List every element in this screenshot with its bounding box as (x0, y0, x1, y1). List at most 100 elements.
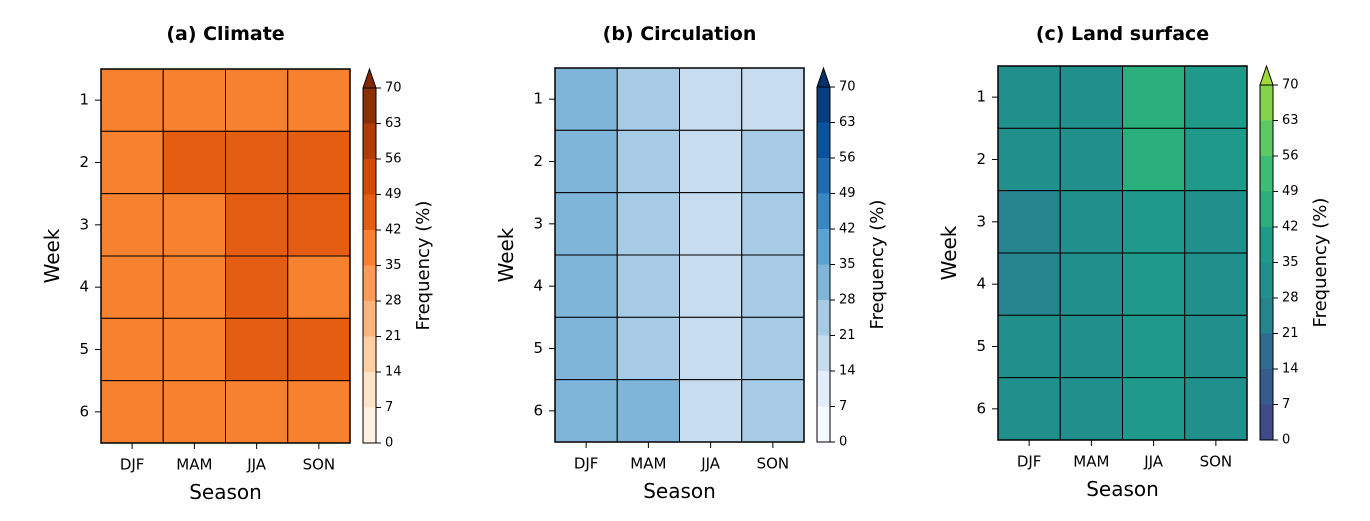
colorbar-label: Frequency (%) (413, 201, 434, 331)
colorbar-tick-label: 70 (839, 80, 856, 95)
heatmap-cell (997, 377, 1061, 441)
heatmap-cell (1059, 65, 1123, 129)
heatmap-cell (554, 129, 618, 194)
y-tick-label: 5 (976, 337, 986, 355)
colorbar-tick-label: 35 (839, 257, 856, 272)
heatmap-cell (554, 254, 618, 318)
colorbar-tick-label: 42 (1282, 220, 1299, 235)
y-axis-label: Week (937, 225, 961, 280)
colorbar-tick-label: 70 (1282, 78, 1299, 93)
y-tick-label: 3 (79, 215, 89, 233)
heatmap-cell (554, 192, 618, 256)
heatmap-cell (225, 193, 289, 257)
heatmap-cell (225, 380, 289, 444)
colorbar-tick-label: 35 (385, 258, 402, 273)
x-tick-label: SON (1200, 453, 1233, 471)
heatmap-cell (162, 317, 226, 382)
heatmap-cell (100, 68, 164, 132)
heatmap-cell (616, 192, 680, 256)
colorbar-label: Frequency (%) (867, 200, 888, 330)
panel-title: (a) Climate (166, 23, 284, 45)
heatmap-cell (100, 130, 164, 195)
colorbar-bin (363, 301, 376, 337)
heatmap-cell (741, 67, 805, 131)
colorbar-bin (817, 158, 830, 194)
heatmap-cell (225, 130, 289, 195)
colorbar-bin (1260, 404, 1273, 440)
colorbar-extend (362, 67, 377, 89)
heatmap-cell (741, 192, 805, 256)
colorbar-tick-label: 63 (385, 116, 402, 131)
y-tick-label: 4 (976, 275, 986, 293)
colorbar-bin (817, 264, 830, 300)
y-axis-label: Week (494, 227, 518, 282)
colorbar-tick-label: 35 (1282, 255, 1299, 270)
colorbar-bin (363, 265, 376, 301)
colorbar-bin (1260, 227, 1273, 263)
x-tick-label: SON (757, 455, 790, 473)
heatmap-cell (679, 192, 743, 256)
x-tick-label: JJA (1143, 453, 1164, 471)
heatmap-cell (1184, 190, 1248, 254)
colorbar-tick-label: 7 (1282, 397, 1290, 412)
heatmap-cell (554, 379, 618, 443)
colorbar-extend (1259, 64, 1274, 86)
heatmap-cell (679, 129, 743, 194)
heatmap-cell (287, 380, 351, 444)
colorbar-bin (363, 372, 376, 408)
panel-title: (c) Land surface (1036, 23, 1209, 45)
colorbar-tick-label: 7 (385, 400, 393, 415)
colorbar-tick-label: 21 (1282, 326, 1299, 341)
heatmap-cell (1122, 127, 1186, 192)
colorbar-bin (817, 229, 830, 265)
colorbar-tick-label: 14 (385, 365, 402, 380)
colorbar-tick-label: 56 (1282, 149, 1299, 164)
heatmap-cell (997, 65, 1061, 129)
colorbar-tick-label: 63 (1282, 113, 1299, 128)
y-tick-label: 6 (976, 399, 986, 417)
heatmap-cell (1184, 377, 1248, 441)
y-tick-label: 4 (533, 277, 543, 295)
x-tick-label: SON (303, 456, 336, 474)
panel-title: (b) Circulation (603, 23, 757, 45)
x-tick-label: JJA (700, 455, 721, 473)
heatmap-cell (554, 316, 618, 381)
heatmap-cell (616, 379, 680, 443)
heatmap-cell (741, 379, 805, 443)
heatmap-cell (225, 255, 289, 319)
heatmap-cell (287, 130, 351, 195)
colorbar-tick-label: 0 (839, 435, 847, 450)
x-tick-label: MAM (1073, 453, 1109, 471)
heatmap-cell (225, 317, 289, 382)
heatmap-cell (679, 67, 743, 131)
colorbar-bin (817, 87, 830, 123)
colorbar-tick-label: 28 (1282, 291, 1299, 306)
y-tick-label: 3 (976, 212, 986, 230)
heatmap-cell (1122, 190, 1186, 254)
colorbar-label: Frequency (%) (1310, 198, 1331, 328)
y-tick-label: 1 (79, 91, 89, 109)
heatmap-cell (100, 380, 164, 444)
y-tick-label: 2 (976, 150, 986, 168)
heatmap-cell (679, 379, 743, 443)
y-tick-label: 2 (533, 152, 543, 170)
heatmap-cell (1184, 314, 1248, 379)
x-tick-label: DJF (574, 455, 599, 473)
heatmap-cell (287, 255, 351, 319)
colorbar-tick-label: 49 (839, 186, 856, 201)
colorbar-bin (1260, 85, 1273, 121)
heatmap-cell (1184, 127, 1248, 192)
colorbar-tick-label: 28 (385, 294, 402, 309)
colorbar-tick-label: 14 (1282, 362, 1299, 377)
colorbar-bin (363, 407, 376, 443)
x-tick-label: DJF (1017, 453, 1042, 471)
heatmap-cell (741, 316, 805, 381)
heatmap-cell (1059, 190, 1123, 254)
heatmap-cell (100, 317, 164, 382)
colorbar-bin (1260, 333, 1273, 369)
heatmap-cell (1184, 252, 1248, 316)
x-tick-label: JJA (246, 456, 267, 474)
heatmap-cell (1122, 252, 1186, 316)
x-tick-label: MAM (630, 455, 666, 473)
y-tick-label: 1 (533, 90, 543, 108)
